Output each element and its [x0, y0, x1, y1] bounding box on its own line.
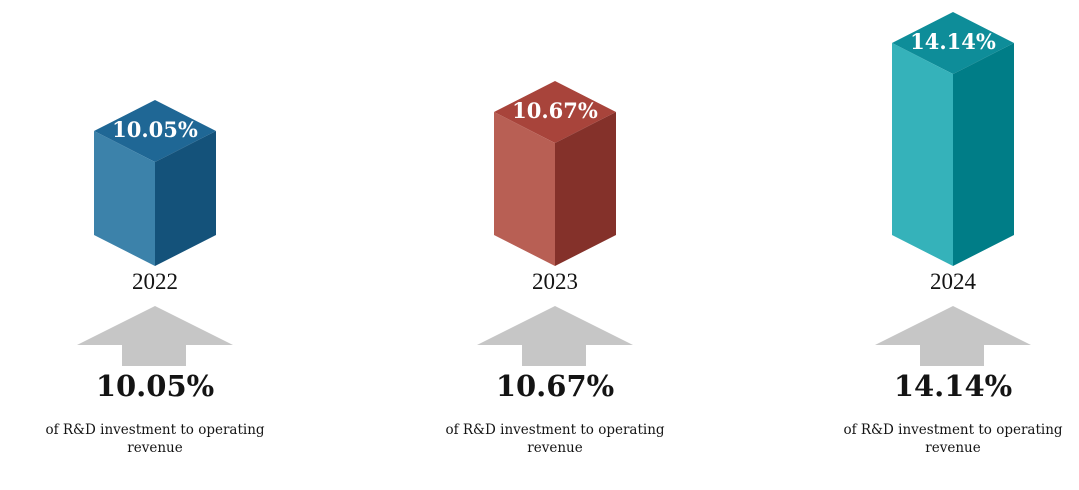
value-description: of R&D investment to operating revenue — [823, 421, 1079, 457]
description-line-1: of R&D investment to operating — [45, 422, 265, 438]
description-line-2: revenue — [127, 440, 183, 456]
bar-value-label: 14.14% — [910, 29, 996, 54]
value-description: of R&D investment to operating revenue — [25, 421, 285, 457]
up-arrow-shape — [875, 306, 1031, 366]
box-left-face — [892, 43, 953, 266]
up-arrow-icon — [477, 306, 633, 366]
bar-3d-2023: 10.67% — [494, 81, 616, 266]
box-right-face — [155, 131, 216, 266]
description-line-2: revenue — [925, 440, 981, 456]
description-line-1: of R&D investment to operating — [445, 422, 665, 438]
up-arrow-shape — [477, 306, 633, 366]
value-callout: 14.14% — [893, 369, 1013, 403]
year-label: 2022 — [132, 269, 178, 294]
bar-value-label: 10.05% — [112, 117, 198, 142]
year-label: 2024 — [930, 269, 976, 294]
up-arrow-icon — [77, 306, 233, 366]
value-callout: 10.05% — [95, 369, 215, 403]
box-left-face — [94, 131, 155, 266]
year-label: 2023 — [532, 269, 578, 294]
bar-value-label: 10.67% — [512, 98, 598, 123]
column-2023: 10.67% 2023 10.67% of R&D investment to … — [425, 0, 685, 490]
box-right-face — [953, 43, 1014, 266]
value-callout: 10.67% — [495, 369, 615, 403]
bar-3d-2024: 14.14% — [892, 12, 1014, 266]
column-2022: 10.05% 2022 10.05% of R&D investment to … — [25, 0, 285, 490]
value-description: of R&D investment to operating revenue — [425, 421, 685, 457]
description-line-2: revenue — [527, 440, 583, 456]
description-line-1: of R&D investment to operating — [843, 422, 1063, 438]
bar-3d-2022: 10.05% — [94, 100, 216, 266]
up-arrow-icon — [875, 306, 1031, 366]
box-right-face — [555, 112, 616, 266]
box-left-face — [494, 112, 555, 266]
up-arrow-shape — [77, 306, 233, 366]
column-2024: 14.14% 2024 14.14% of R&D investment to … — [823, 0, 1079, 490]
